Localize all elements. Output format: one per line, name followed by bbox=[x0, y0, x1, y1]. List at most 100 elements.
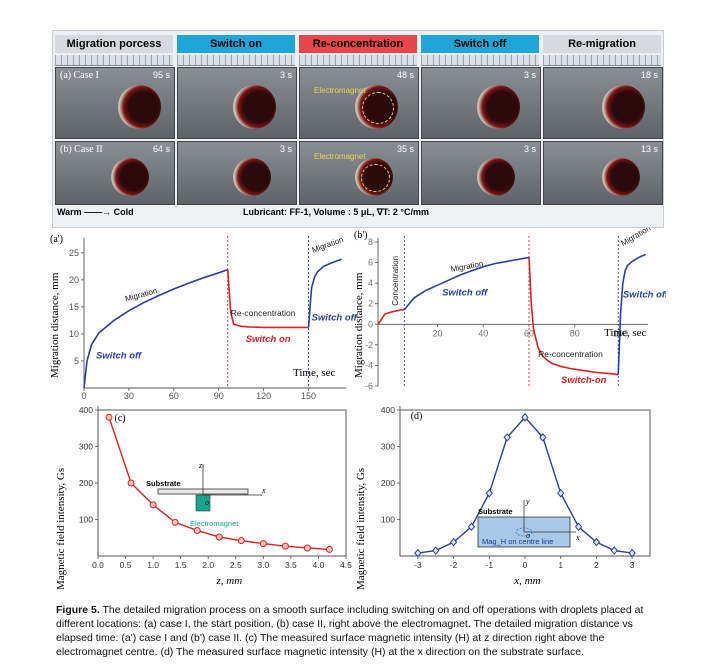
data-point bbox=[325, 545, 333, 553]
elapsed-time: 35 s bbox=[396, 144, 414, 154]
y-axis-title: Migration distance, mm bbox=[353, 272, 365, 378]
data-point bbox=[149, 501, 157, 509]
x-tick-label: 1.5 bbox=[175, 560, 187, 570]
y-tick-label: -4 bbox=[365, 360, 373, 370]
panel-label: (b') bbox=[354, 230, 367, 241]
photo-case2-3: 3 s bbox=[421, 141, 541, 205]
annotation-migration: Migration bbox=[450, 259, 484, 274]
plot-frame bbox=[97, 409, 347, 557]
ruler bbox=[55, 55, 173, 66]
y-tick-label: 20 bbox=[69, 275, 79, 285]
data-point bbox=[449, 537, 458, 547]
photo-case2-1: 3 s bbox=[177, 141, 297, 205]
y-tick-label: 0 bbox=[368, 319, 373, 329]
chart-c: 0.0 0.5 1.0 1.5 2.0 2.5 3.0 3.5 4.0 4.5 100 200 300 4… bbox=[55, 405, 352, 590]
annotation-reconcentration: Re-concentration bbox=[538, 349, 603, 359]
data-point bbox=[215, 533, 223, 541]
droplet bbox=[118, 85, 162, 129]
chart-a-prime: 0 30 60 90 120 150 5 10 15 20 25 (a') Migration dist… bbox=[49, 234, 358, 401]
series-line-3 bbox=[617, 253, 647, 375]
data-point bbox=[521, 413, 529, 422]
electromagnet-label: Electromagnet bbox=[314, 152, 366, 161]
y-axis-title: Migration distance, mm bbox=[49, 272, 61, 378]
figure-caption: Figure 5. The detailed migration process… bbox=[56, 603, 656, 659]
panel-label: (d) bbox=[411, 411, 423, 422]
y-tick-label: 15 bbox=[69, 302, 79, 312]
phase-header-4: Re-migration bbox=[543, 35, 661, 53]
x-tick-label: 1 bbox=[558, 560, 563, 570]
x-tick-label: 1.0 bbox=[147, 560, 159, 570]
phase-header-2: Re-concentration bbox=[299, 35, 417, 53]
electromagnet-label: Electromagnet bbox=[314, 86, 366, 95]
data-point bbox=[557, 488, 565, 498]
data-point bbox=[414, 548, 422, 558]
droplet bbox=[477, 157, 516, 197]
x-tick-label: 0 bbox=[81, 391, 86, 401]
x-tick-label: 2.0 bbox=[202, 560, 214, 570]
inset-o-label: o bbox=[526, 531, 530, 540]
y-tick-label: 300 bbox=[79, 442, 93, 452]
x-tick-label: 0.5 bbox=[120, 560, 132, 570]
x-tick-label: 2.5 bbox=[230, 560, 242, 570]
annotation-switch-on: Switch-on bbox=[561, 375, 607, 386]
ruler bbox=[421, 55, 539, 66]
lubricant-label: Lubricant: FF-1, Volume : 5 μL, ∇T: 2 °C… bbox=[243, 207, 429, 217]
inset-o-label: o bbox=[205, 498, 209, 507]
inset-y-label: y bbox=[525, 497, 530, 506]
elapsed-time: 3 s bbox=[279, 144, 292, 154]
data-point bbox=[237, 537, 245, 545]
data-point bbox=[503, 433, 511, 442]
x-tick-label: 0 bbox=[523, 560, 528, 570]
droplet bbox=[602, 85, 646, 129]
mag-h-label: Mag_H on centre line bbox=[482, 537, 553, 546]
electromagnet-marker bbox=[361, 91, 394, 125]
caption-label: Figure 5. bbox=[56, 604, 100, 616]
inset-z-label: z bbox=[198, 461, 203, 470]
y-tick-label: -2 bbox=[365, 340, 373, 350]
x-tick-label: 3 bbox=[630, 560, 635, 570]
y-tick-label: 400 bbox=[79, 405, 93, 415]
data-point bbox=[574, 522, 583, 532]
y-tick-label: 6 bbox=[368, 258, 373, 268]
case-label: (b) Case II bbox=[60, 144, 103, 155]
ruler bbox=[177, 55, 295, 66]
x-axis-title: Time, sec bbox=[293, 367, 335, 379]
droplet bbox=[477, 85, 521, 129]
y-tick-label: 8 bbox=[368, 237, 373, 247]
series-line-2 bbox=[528, 257, 619, 376]
elapsed-time: 64 s bbox=[152, 144, 170, 154]
chart-d: -3 -2 -1 0 1 2 3 100 200 300 400 (d) Magnetic field … bbox=[355, 405, 651, 590]
phase-header-3: Switch off bbox=[421, 35, 539, 53]
data-point bbox=[432, 546, 440, 555]
series-line-1 bbox=[226, 269, 309, 329]
photo-case1-2: 48 s Electromagnet bbox=[299, 67, 419, 139]
data-point bbox=[193, 526, 201, 534]
caption-text: The detailed migration process on a smoo… bbox=[56, 604, 644, 658]
annotation-switch-off-2: Switch off bbox=[312, 312, 358, 323]
annotation-migration-2: Migration bbox=[311, 235, 345, 255]
x-tick-label: 0.0 bbox=[92, 560, 104, 570]
annotation-migration: Migration bbox=[124, 286, 158, 303]
x-axis-title: Time, sec bbox=[604, 327, 646, 339]
case-label: (a) Case I bbox=[60, 70, 99, 81]
droplet bbox=[111, 157, 150, 197]
data-point bbox=[539, 433, 547, 442]
inset-x-label: x bbox=[261, 486, 266, 495]
x-tick-label: -2 bbox=[450, 560, 458, 570]
photo-case1-0: (a) Case I 95 s bbox=[55, 67, 175, 139]
series-line-1 bbox=[403, 256, 530, 311]
elapsed-time: 3 s bbox=[279, 70, 292, 80]
x-tick-label: 2 bbox=[594, 560, 599, 570]
y-tick-label: 400 bbox=[381, 405, 395, 415]
x-tick-label: 150 bbox=[301, 391, 316, 401]
x-tick-label: 90 bbox=[214, 391, 224, 401]
elapsed-time: 95 s bbox=[152, 70, 170, 80]
y-tick-label: 200 bbox=[79, 478, 93, 488]
x-tick-label: 60 bbox=[169, 391, 179, 401]
data-point bbox=[303, 544, 311, 552]
droplet bbox=[233, 157, 272, 197]
data-point bbox=[485, 488, 493, 498]
y-tick-label: 2 bbox=[368, 299, 373, 309]
data-point bbox=[127, 479, 135, 487]
